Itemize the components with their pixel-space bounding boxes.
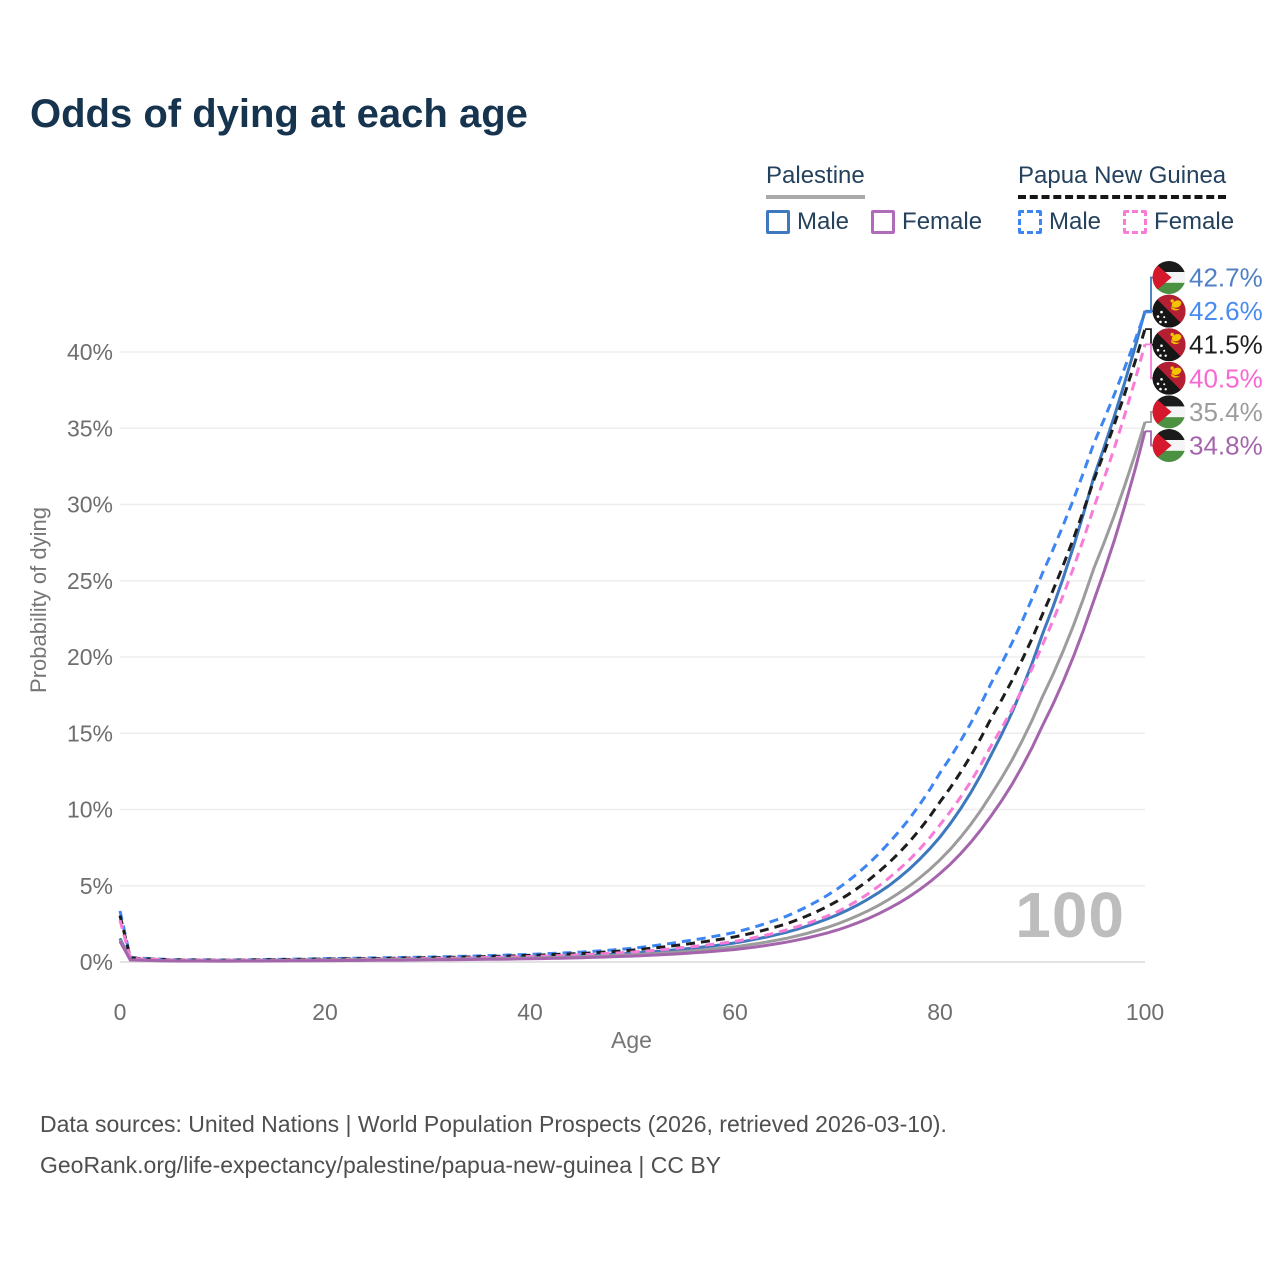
legend-label: Male: [797, 208, 850, 235]
end-value-label: 34.8%: [1189, 431, 1263, 461]
legend-row-papua-new-guinea: Male Female: [1018, 208, 1234, 236]
x-tick-label: 0: [114, 999, 127, 1025]
x-tick-label: 40: [517, 999, 543, 1025]
end-value-label: 41.5%: [1189, 330, 1263, 360]
legend-label: Female: [1154, 208, 1235, 235]
x-tick-label: 100: [1126, 999, 1164, 1025]
legend-country-papua-new-guinea[interactable]: Papua New Guinea: [1018, 162, 1227, 199]
hovered-age-watermark: 100: [1015, 879, 1125, 951]
series-line-palestine-male[interactable]: [118, 310, 1147, 963]
palestine-flag-icon: [1152, 429, 1186, 462]
leader-line: [1145, 276, 1154, 312]
y-tick-label: 25%: [67, 568, 113, 594]
y-tick-label: 20%: [67, 644, 113, 670]
data-source-note: Data sources: United Nations | World Pop…: [40, 1104, 947, 1186]
palestine-female-swatch-icon: [871, 210, 896, 234]
y-tick-label: 5%: [80, 873, 113, 899]
legend-item-palestine-female[interactable]: Female: [871, 208, 982, 236]
y-tick-label: 0%: [80, 949, 113, 975]
end-value-label: 35.4%: [1189, 397, 1263, 427]
palestine-flag-icon: [1152, 261, 1186, 294]
y-tick-label: 15%: [67, 720, 113, 746]
y-axis-title: Probability of dying: [26, 507, 51, 693]
page-title: Odds of dying at each age: [30, 92, 528, 136]
legend-item-png-female[interactable]: Female: [1123, 208, 1234, 236]
y-tick-label: 30%: [67, 492, 113, 518]
y-tick-label: 10%: [67, 797, 113, 823]
series-line-papua-new-guinea-female[interactable]: [118, 343, 1147, 962]
x-tick-label: 20: [312, 999, 338, 1025]
end-value-label: 40.5%: [1189, 363, 1263, 393]
png-female-swatch-icon: [1123, 210, 1148, 234]
series-line-palestine-female[interactable]: [118, 430, 1147, 963]
y-tick-label: 35%: [67, 415, 113, 441]
legend-item-palestine-male[interactable]: Male: [766, 208, 849, 236]
legend-row-palestine: Male Female: [766, 208, 982, 236]
legend-item-png-male[interactable]: Male: [1018, 208, 1101, 236]
data-source-line1: Data sources: United Nations | World Pop…: [40, 1111, 947, 1137]
legend-label: Male: [1049, 208, 1102, 235]
legend-group-papua-new-guinea: Papua New Guinea Male Female: [1018, 162, 1234, 236]
series-line-papua-new-guinea-male[interactable]: [118, 311, 1147, 962]
data-source-line2: GeoRank.org/life-expectancy/palestine/pa…: [40, 1152, 722, 1178]
legend-country-palestine[interactable]: Palestine: [766, 162, 865, 199]
png-male-swatch-icon: [1018, 210, 1042, 234]
leader-line: [1145, 328, 1154, 346]
legend-label: Female: [902, 208, 983, 235]
end-value-label: 42.6%: [1189, 296, 1263, 326]
series-line-palestine-overall[interactable]: [118, 421, 1147, 963]
x-axis-title: Age: [611, 1027, 652, 1053]
legend-group-palestine: Palestine Male Female: [766, 162, 982, 236]
x-tick-label: 60: [722, 999, 748, 1025]
x-tick-label: 80: [927, 999, 953, 1025]
papua-new-guinea-flag-icon: [1152, 294, 1186, 328]
y-tick-label: 40%: [67, 339, 113, 365]
series-line-papua-new-guinea-overall[interactable]: [118, 328, 1147, 962]
palestine-flag-icon: [1152, 395, 1186, 429]
papua-new-guinea-flag-icon: [1152, 328, 1186, 362]
end-value-label: 42.7%: [1189, 263, 1263, 293]
leader-line: [1145, 343, 1154, 380]
papua-new-guinea-flag-icon: [1152, 361, 1186, 395]
palestine-male-swatch-icon: [766, 210, 790, 234]
